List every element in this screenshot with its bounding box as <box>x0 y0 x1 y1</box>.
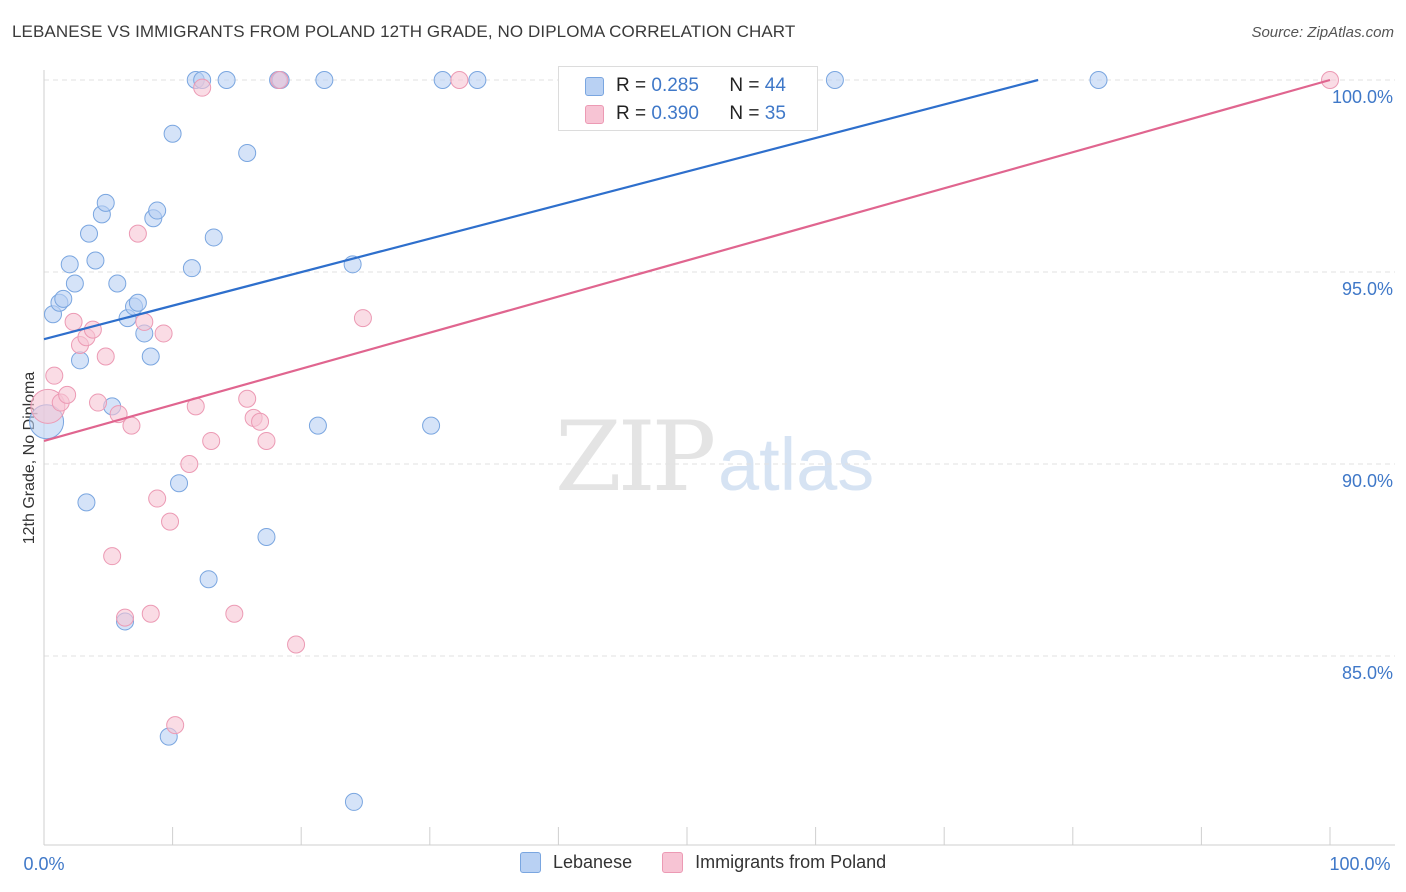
data-point-poland <box>238 389 257 408</box>
data-point-poland <box>180 455 199 473</box>
trend-line-poland <box>43 78 1331 443</box>
data-point-lebanese <box>344 792 363 811</box>
series-legend-poland: Immigrants from Poland <box>662 852 886 873</box>
data-point-lebanese <box>170 474 189 493</box>
legend-swatch-poland <box>585 104 604 124</box>
data-point-poland <box>122 416 141 435</box>
data-point-lebanese <box>148 201 167 220</box>
data-point-lebanese <box>422 416 441 435</box>
data-point-lebanese <box>80 224 99 243</box>
legend-n-value-lebanese: 44 <box>764 75 786 96</box>
series-legend-label-lebanese: Lebanese <box>553 852 633 872</box>
x-tick-label-start: 0.0% <box>23 854 64 874</box>
y-tick-label: 95.0% <box>1342 279 1393 299</box>
data-point-poland <box>450 71 469 89</box>
data-point-poland <box>89 393 108 412</box>
legend-swatch-lebanese <box>585 76 604 96</box>
data-point-lebanese <box>96 193 115 212</box>
legend-r-label: R = <box>616 75 647 96</box>
data-point-poland <box>225 604 244 623</box>
data-point-poland <box>103 547 122 566</box>
data-point-poland <box>154 324 173 343</box>
data-point-lebanese <box>315 71 334 89</box>
trend-line-lebanese <box>43 78 1039 341</box>
data-point-poland <box>193 78 212 97</box>
data-point-poland <box>287 635 306 654</box>
x-tick-label-end: 100.0% <box>1329 854 1390 874</box>
chart-source: Source: ZipAtlas.com <box>1251 24 1394 41</box>
data-point-poland <box>141 604 160 623</box>
series-legend: Lebanese Immigrants from Poland <box>520 852 916 873</box>
data-point-poland <box>148 489 167 508</box>
series-legend-lebanese: Lebanese <box>520 852 632 873</box>
y-tick-label: 90.0% <box>1342 471 1393 491</box>
data-point-lebanese <box>238 143 257 162</box>
data-point-lebanese <box>1089 71 1108 89</box>
data-point-lebanese <box>141 347 160 366</box>
data-point-lebanese <box>54 289 73 308</box>
legend-n-value-poland: 35 <box>764 103 786 124</box>
series-legend-label-poland: Immigrants from Poland <box>695 852 887 872</box>
correlation-legend: R = 0.285 N = 44 R = 0.390 N = 35 <box>558 66 818 131</box>
data-point-poland <box>83 320 102 339</box>
data-point-poland <box>58 385 77 404</box>
data-point-lebanese <box>77 493 96 512</box>
chart-title: LEBANESE VS IMMIGRANTS FROM POLAND 12TH … <box>12 22 796 41</box>
y-tick-label: 85.0% <box>1342 663 1393 683</box>
data-point-lebanese <box>65 274 84 293</box>
series-legend-swatch-poland <box>662 852 684 873</box>
watermark-zip: ZIP <box>555 401 714 513</box>
data-point-lebanese <box>163 124 182 143</box>
data-point-poland <box>202 431 221 450</box>
data-point-poland <box>135 312 154 331</box>
data-point-lebanese <box>308 416 327 435</box>
data-point-poland <box>45 366 64 385</box>
legend-n-label: N = <box>729 75 760 96</box>
data-point-lebanese <box>71 351 90 370</box>
legend-r-value-lebanese: 0.285 <box>651 75 699 96</box>
legend-row-poland: R = 0.390 N = 35 <box>585 103 786 125</box>
series-legend-swatch-lebanese <box>520 852 541 873</box>
data-point-lebanese <box>468 71 487 89</box>
data-point-lebanese <box>128 293 147 312</box>
data-point-lebanese <box>433 71 452 89</box>
data-point-lebanese <box>60 255 79 274</box>
data-point-poland <box>270 71 289 89</box>
data-point-poland <box>166 716 185 735</box>
legend-r-label: R = <box>616 103 647 124</box>
data-point-poland <box>161 512 180 531</box>
legend-n-label: N = <box>729 103 760 124</box>
data-point-lebanese <box>86 251 105 270</box>
data-point-lebanese <box>108 274 127 293</box>
data-point-poland <box>116 608 135 627</box>
data-point-lebanese <box>182 259 201 278</box>
data-point-poland <box>353 309 372 328</box>
data-point-poland <box>64 312 83 331</box>
data-point-lebanese <box>825 71 844 89</box>
y-tick-label: 100.0% <box>1332 87 1393 107</box>
data-point-lebanese <box>257 527 276 546</box>
data-point-lebanese <box>204 228 223 247</box>
data-point-poland <box>251 412 270 431</box>
data-point-poland <box>128 224 147 243</box>
data-point-poland <box>257 431 276 450</box>
legend-r-value-poland: 0.390 <box>651 103 699 124</box>
legend-row-lebanese: R = 0.285 N = 44 <box>585 75 786 97</box>
data-point-lebanese <box>199 570 218 589</box>
data-point-poland <box>96 347 115 366</box>
data-point-lebanese <box>217 71 236 89</box>
